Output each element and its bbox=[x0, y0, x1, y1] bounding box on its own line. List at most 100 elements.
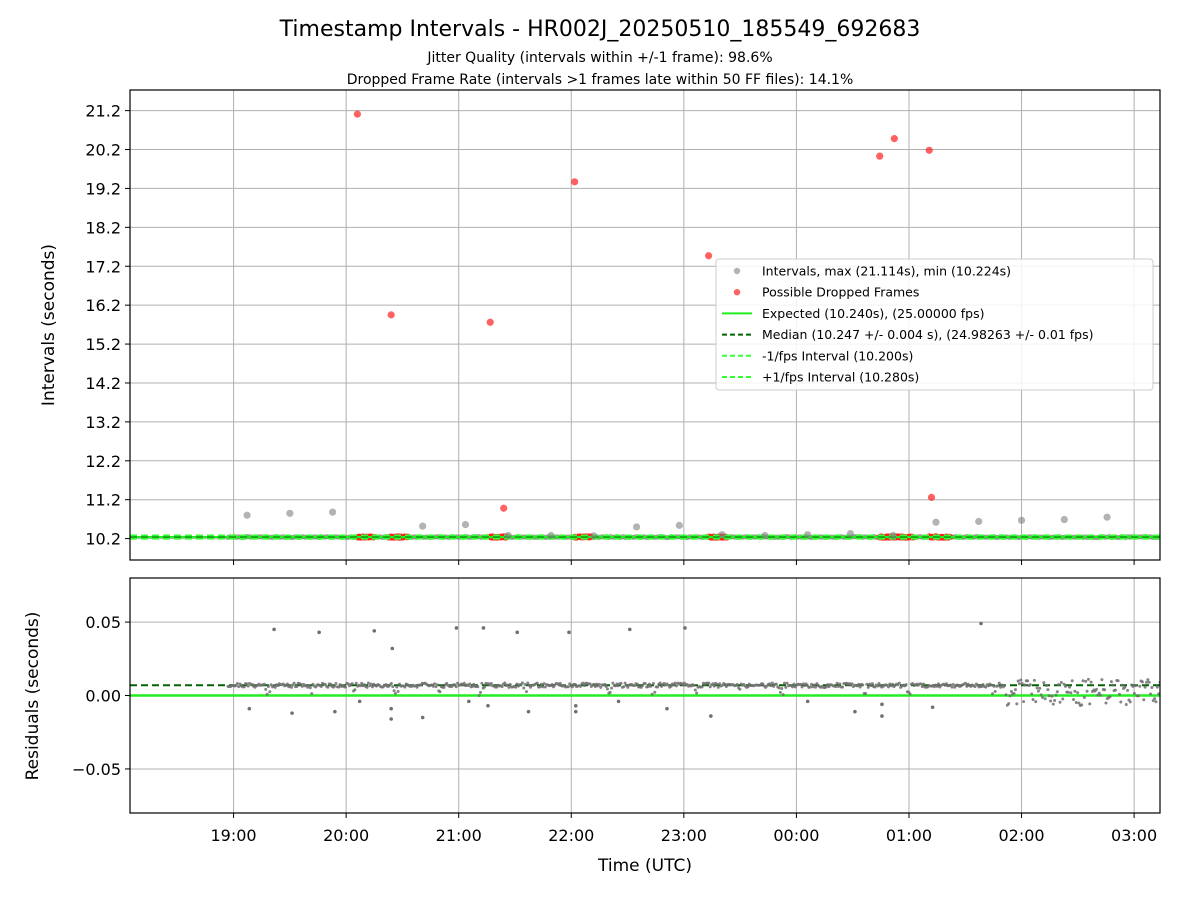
residual-point bbox=[1022, 700, 1026, 704]
dropped-frame-point bbox=[927, 493, 936, 501]
residual-point bbox=[1059, 681, 1063, 685]
residual-point bbox=[1086, 677, 1090, 681]
residual-point bbox=[951, 682, 955, 686]
residual-point bbox=[800, 685, 804, 689]
legend-label: Median (10.247 +/- 0.004 s), (24.98263 +… bbox=[762, 327, 1093, 342]
residual-point bbox=[480, 681, 484, 685]
residual-point bbox=[1043, 697, 1047, 701]
intervals-y-tick-label: 20.2 bbox=[85, 141, 121, 160]
residual-point bbox=[1117, 692, 1121, 696]
residual-point bbox=[237, 685, 241, 689]
interval-point bbox=[1103, 513, 1111, 521]
residual-point bbox=[1119, 700, 1123, 704]
residual-point bbox=[1085, 689, 1089, 693]
dropped-frame-point bbox=[925, 146, 933, 154]
residual-point bbox=[837, 684, 841, 688]
residual-point bbox=[1057, 683, 1061, 687]
residual-point bbox=[1051, 702, 1055, 706]
residual-point bbox=[606, 687, 610, 691]
residuals-y-tick-label: −0.05 bbox=[72, 760, 121, 779]
residual-point bbox=[1080, 703, 1084, 707]
residual-point bbox=[1053, 698, 1057, 702]
residual-point bbox=[503, 681, 507, 685]
residual-point bbox=[483, 685, 487, 689]
residual-point bbox=[1109, 680, 1113, 684]
residual-point bbox=[604, 684, 608, 688]
residual-point bbox=[507, 685, 511, 689]
residual-point bbox=[650, 692, 654, 696]
residual-point bbox=[996, 684, 1000, 688]
residual-point bbox=[234, 684, 238, 688]
residual-point bbox=[597, 682, 601, 686]
intervals-y-tick-label: 11.2 bbox=[85, 491, 121, 510]
interval-point bbox=[846, 529, 855, 538]
legend-intervals-marker bbox=[733, 267, 741, 275]
interval-point bbox=[975, 517, 983, 526]
interval-point bbox=[419, 522, 427, 530]
residual-outlier-point bbox=[709, 714, 713, 718]
residual-point bbox=[435, 683, 439, 687]
chart-title: Timestamp Intervals - HR002J_20250510_18… bbox=[279, 17, 921, 42]
residual-point bbox=[738, 687, 742, 691]
residual-point bbox=[1074, 701, 1078, 705]
residual-point bbox=[649, 684, 653, 688]
residual-point bbox=[782, 681, 786, 685]
residual-point bbox=[963, 681, 967, 685]
residual-point bbox=[774, 682, 778, 686]
residual-point bbox=[393, 692, 397, 696]
residual-outlier-point bbox=[481, 626, 486, 630]
residual-point bbox=[850, 682, 854, 686]
residual-point bbox=[700, 685, 704, 689]
interval-point bbox=[632, 523, 641, 531]
residual-point bbox=[365, 685, 369, 689]
residual-point bbox=[841, 685, 845, 689]
interval-point bbox=[675, 521, 683, 529]
residual-point bbox=[989, 683, 993, 687]
residual-point bbox=[791, 685, 795, 689]
residual-point bbox=[1040, 695, 1044, 699]
x-tick-label: 20:00 bbox=[323, 826, 369, 845]
residual-point bbox=[1018, 682, 1022, 686]
residual-point bbox=[573, 682, 577, 686]
residual-outlier-point bbox=[317, 630, 321, 635]
residual-point bbox=[1066, 690, 1070, 694]
interval-point bbox=[932, 518, 940, 526]
residual-point bbox=[506, 683, 510, 687]
x-tick-label: 19:00 bbox=[211, 826, 257, 845]
residual-point bbox=[1153, 697, 1157, 701]
chart-subtitle-dropped: Dropped Frame Rate (intervals >1 frames … bbox=[347, 72, 854, 88]
residual-point bbox=[669, 684, 673, 688]
residual-outlier-point bbox=[420, 715, 425, 720]
residual-point bbox=[1026, 679, 1030, 683]
residual-point bbox=[391, 685, 395, 689]
residual-point bbox=[693, 688, 697, 692]
residual-point bbox=[651, 682, 655, 686]
residual-point bbox=[333, 684, 337, 688]
residual-point bbox=[245, 682, 249, 686]
residual-point bbox=[1131, 684, 1135, 688]
residual-point bbox=[1028, 683, 1032, 687]
residual-point bbox=[799, 682, 803, 686]
residual-point bbox=[269, 683, 273, 687]
residual-point bbox=[526, 681, 530, 685]
residual-point bbox=[1042, 681, 1046, 685]
residual-point bbox=[1077, 701, 1081, 705]
residual-point bbox=[489, 682, 493, 686]
x-tick-label: 22:00 bbox=[548, 826, 594, 845]
residual-point bbox=[588, 682, 592, 686]
residual-point bbox=[535, 681, 539, 685]
residual-point bbox=[583, 684, 587, 688]
residual-point bbox=[438, 690, 442, 694]
residual-point bbox=[476, 685, 480, 689]
residual-point bbox=[477, 693, 481, 697]
residual-point bbox=[431, 684, 435, 688]
legend-label: -1/fps Interval (10.200s) bbox=[762, 348, 913, 363]
residual-point bbox=[462, 681, 466, 685]
dropped-frame-point bbox=[500, 504, 508, 512]
residual-point bbox=[1020, 681, 1024, 685]
residual-point bbox=[1019, 678, 1023, 682]
residual-outlier-point bbox=[389, 706, 393, 711]
residual-point bbox=[415, 685, 419, 689]
x-tick-label: 01:00 bbox=[886, 826, 932, 845]
residual-outlier-point bbox=[272, 627, 276, 632]
